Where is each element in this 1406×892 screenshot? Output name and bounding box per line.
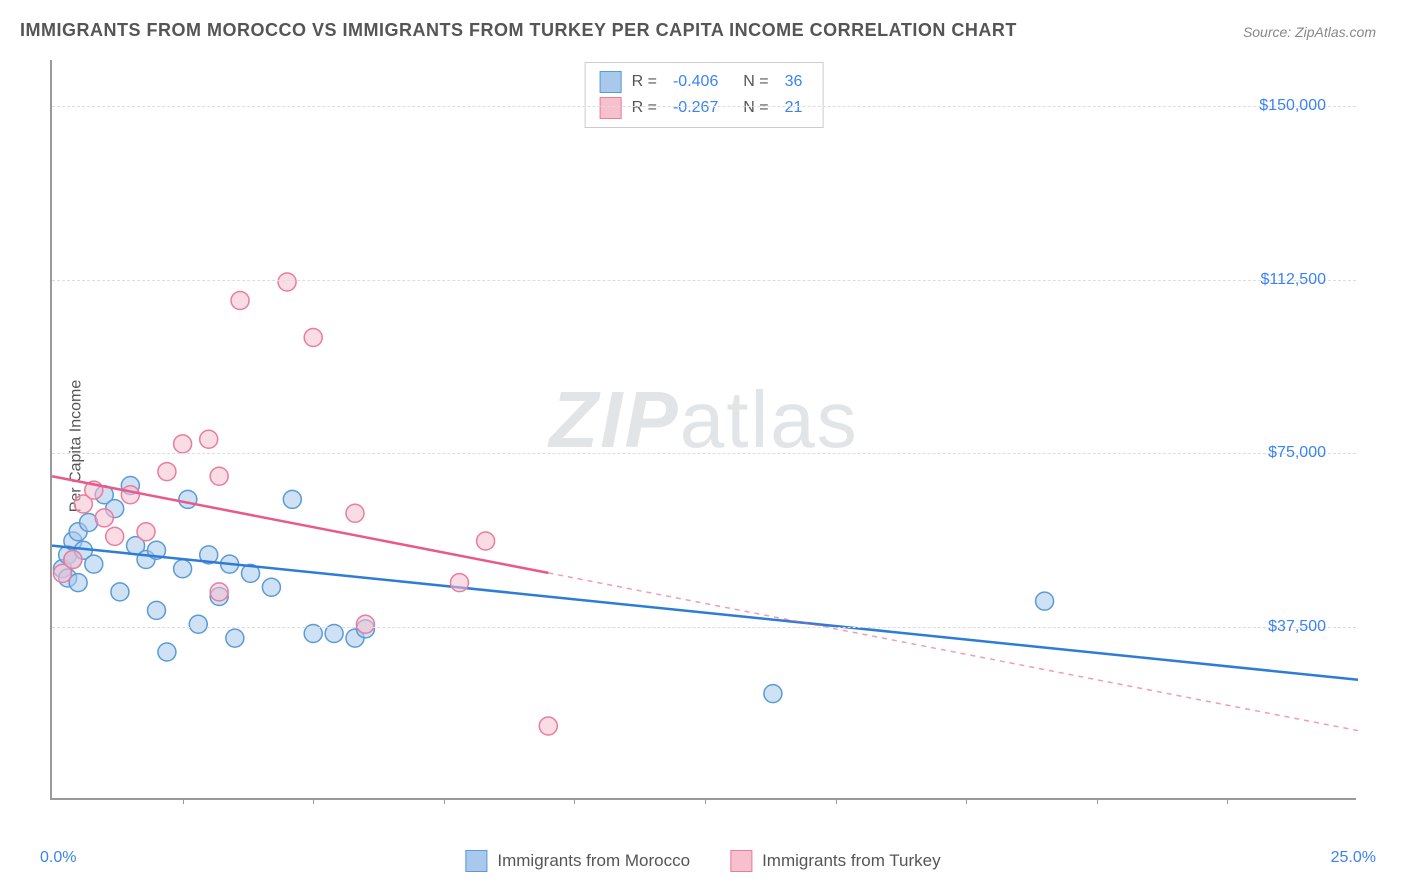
stats-r-label: R = [632,99,657,117]
legend-label: Immigrants from Turkey [762,851,941,871]
legend: Immigrants from Morocco Immigrants from T… [465,850,940,872]
x-tick [836,798,837,804]
scatter-point [210,467,228,485]
y-tick-label: $112,500 [1260,271,1326,289]
scatter-point [95,509,113,527]
scatter-point [111,583,129,601]
scatter-point [477,532,495,550]
scatter-point [278,273,296,291]
scatter-point [179,490,197,508]
trend-line [52,476,548,573]
trend-line [52,546,1358,680]
stats-r-value: -0.267 [673,99,718,117]
scatter-point [226,629,244,647]
scatter-point [85,555,103,573]
scatter-point [158,643,176,661]
scatter-point [189,615,207,633]
scatter-point [262,578,280,596]
scatter-point [158,463,176,481]
scatter-point [174,560,192,578]
gridline [52,106,1356,107]
stats-n-value: 21 [785,99,803,117]
scatter-point [137,523,155,541]
gridline [52,627,1356,628]
scatter-point [231,292,249,310]
y-tick-label: $37,500 [1268,618,1326,636]
stats-n-value: 36 [785,73,803,91]
stats-box: R = -0.406 N = 36 R = -0.267 N = 21 [585,62,824,128]
scatter-point [346,504,364,522]
x-axis-max-label: 25.0% [1331,849,1376,867]
scatter-point [283,490,301,508]
scatter-point [450,574,468,592]
gridline [52,453,1356,454]
scatter-svg [52,60,1356,798]
x-tick [183,798,184,804]
gridline [52,280,1356,281]
x-tick [574,798,575,804]
x-tick [1097,798,1098,804]
stats-row: R = -0.267 N = 21 [600,95,809,121]
scatter-point [1036,592,1054,610]
scatter-point [147,601,165,619]
x-axis-min-label: 0.0% [40,849,76,867]
y-tick-label: $150,000 [1259,97,1326,115]
chart-title: IMMIGRANTS FROM MOROCCO VS IMMIGRANTS FR… [20,20,1017,41]
legend-swatch [730,850,752,872]
stats-row: R = -0.406 N = 36 [600,69,809,95]
x-tick [705,798,706,804]
scatter-point [304,329,322,347]
legend-item: Immigrants from Morocco [465,850,690,872]
series-swatch [600,71,622,93]
x-tick [444,798,445,804]
legend-item: Immigrants from Turkey [730,850,941,872]
x-tick [1227,798,1228,804]
scatter-point [121,486,139,504]
x-tick [313,798,314,804]
scatter-point [106,527,124,545]
scatter-point [174,435,192,453]
source-attribution: Source: ZipAtlas.com [1243,24,1376,40]
stats-n-label: N = [734,73,768,91]
legend-label: Immigrants from Morocco [497,851,690,871]
stats-n-label: N = [734,99,768,117]
stats-r-value: -0.406 [673,73,718,91]
scatter-point [200,430,218,448]
scatter-point [210,583,228,601]
series-swatch [600,97,622,119]
trend-line-dashed [548,573,1358,731]
scatter-point [64,551,82,569]
scatter-point [539,717,557,735]
legend-swatch [465,850,487,872]
y-tick-label: $75,000 [1268,444,1326,462]
scatter-point [764,685,782,703]
stats-r-label: R = [632,73,657,91]
x-tick [966,798,967,804]
scatter-point [69,574,87,592]
scatter-point [356,615,374,633]
plot-area: ZIPatlas R =-0.406 N =36R =-0.267 N =21 … [50,60,1356,800]
